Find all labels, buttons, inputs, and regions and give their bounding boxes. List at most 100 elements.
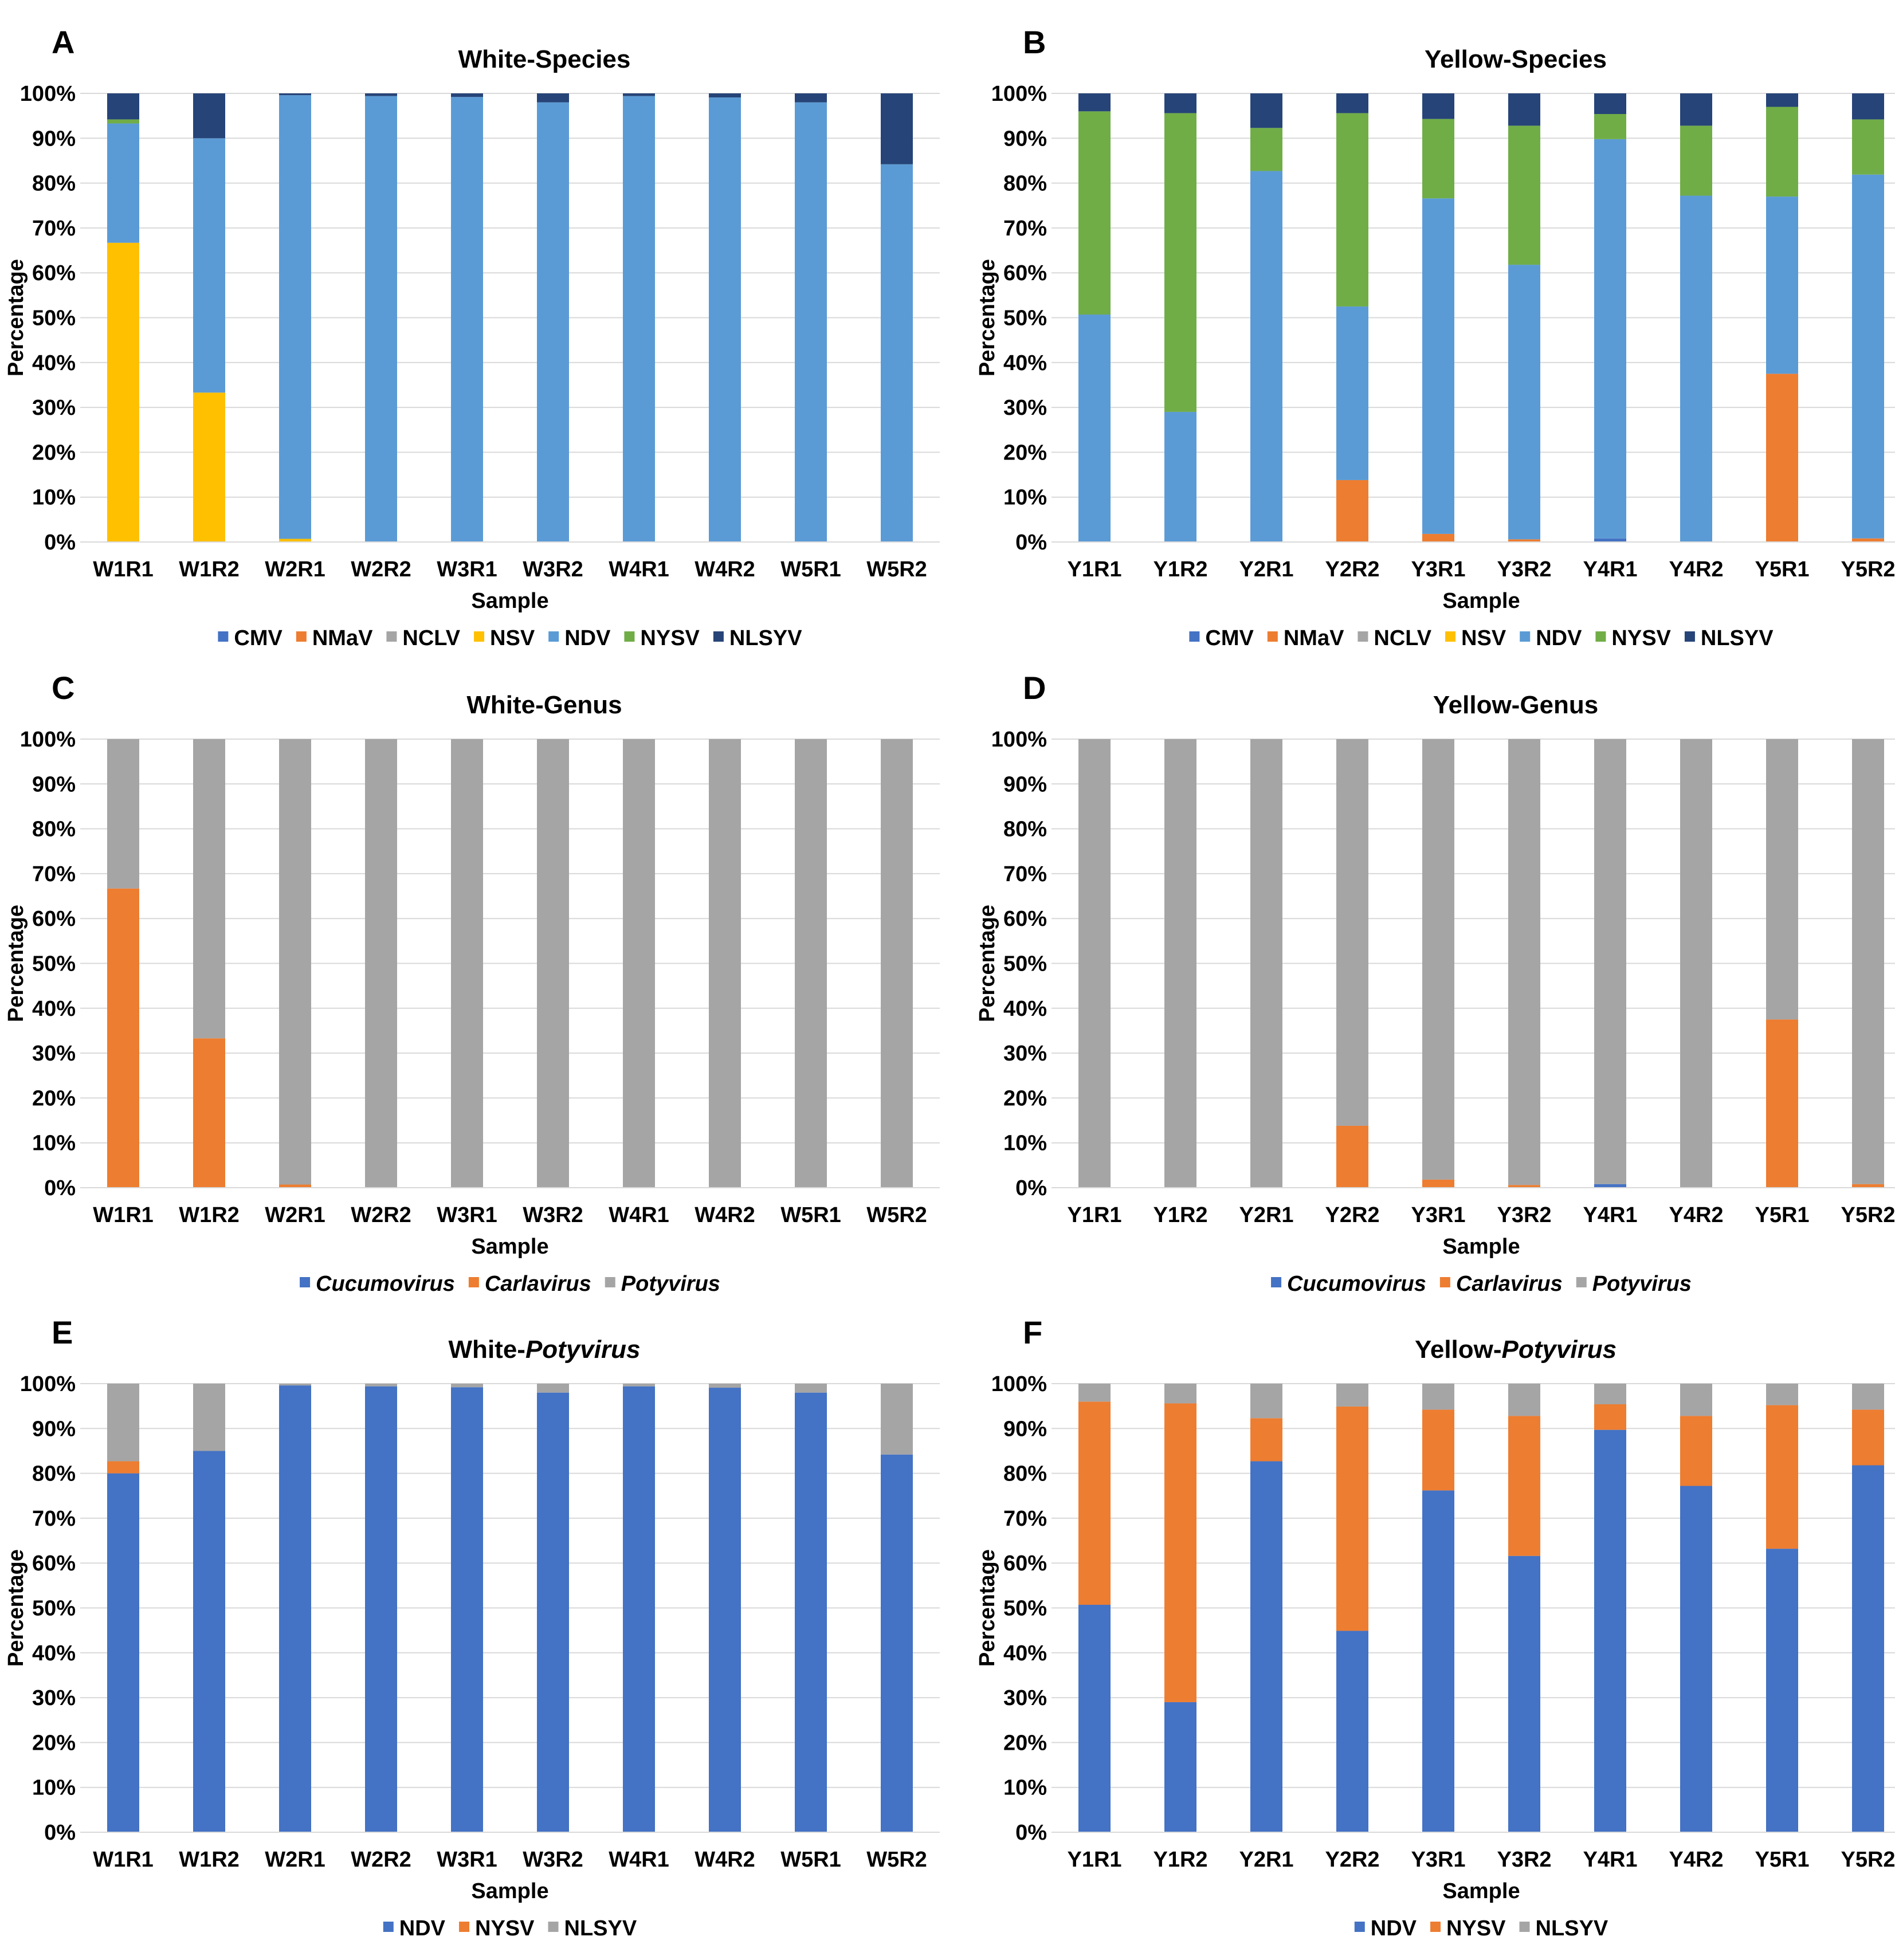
x-tick-label: W5R2 xyxy=(866,557,927,582)
bar-segment-ndv-y1r1 xyxy=(1078,1605,1111,1832)
x-axis-label: Sample xyxy=(471,589,548,613)
bar-segment-nlsyv-w5r1 xyxy=(795,93,827,103)
y-tick-label: 100% xyxy=(20,728,76,752)
x-tick-label: W4R1 xyxy=(609,1848,669,1872)
y-tick-label: 90% xyxy=(1003,1417,1047,1441)
x-axis-label: Sample xyxy=(1442,1235,1520,1259)
y-tick-label: 80% xyxy=(32,818,76,842)
legend-swatch xyxy=(1267,631,1278,642)
y-tick-label: 90% xyxy=(32,772,76,796)
x-tick-label: W3R1 xyxy=(437,1848,497,1872)
y-tick-label: 30% xyxy=(1003,396,1047,420)
legend-label: NLSYV xyxy=(729,626,802,650)
x-tick-label: Y3R1 xyxy=(1411,557,1465,582)
legend-label: Cucumovirus xyxy=(1287,1272,1426,1296)
legend-label: NYSV xyxy=(475,1916,535,1941)
bar-segment-nsv-w1r1 xyxy=(107,242,139,542)
bar-segment-nlsyv-y2r1 xyxy=(1250,1384,1282,1419)
x-tick-label: W2R2 xyxy=(351,1203,411,1227)
legend-label: NCLV xyxy=(402,626,460,650)
x-tick-label: Y3R2 xyxy=(1497,1203,1551,1227)
y-tick-label: 80% xyxy=(1003,172,1047,196)
x-axis-label: Sample xyxy=(1442,589,1520,613)
bar-segment-nlsyv-y1r2 xyxy=(1164,93,1196,113)
bar-segment-ndv-w1r1 xyxy=(107,123,139,243)
panel-letter-d: D xyxy=(1023,670,1046,706)
bar-segment-nlsyv-y1r1 xyxy=(1078,93,1111,112)
legend-swatch xyxy=(1271,1277,1282,1287)
bar-segment-potyvirus-w2r2 xyxy=(365,739,397,1188)
bar-segment-nmav-y5r2 xyxy=(1852,538,1884,542)
bar-segment-nlsyv-w2r1 xyxy=(279,93,311,96)
x-tick-label: W1R2 xyxy=(179,1848,240,1872)
x-tick-label: Y2R2 xyxy=(1325,1203,1379,1227)
legend-item-cucumovirus: Cucumovirus xyxy=(300,1272,455,1296)
y-tick-label: 70% xyxy=(1003,217,1047,241)
legend-swatch xyxy=(1439,1277,1450,1287)
chart-title: White-Potyvirus xyxy=(449,1336,641,1364)
panel-letter-f: F xyxy=(1023,1314,1042,1350)
y-tick-label: 80% xyxy=(32,172,76,196)
legend-label: NDV xyxy=(1371,1916,1417,1941)
x-tick-label: Y2R2 xyxy=(1325,1848,1379,1872)
x-tick-label: W4R1 xyxy=(609,557,669,582)
x-tick-label: W1R1 xyxy=(93,1203,154,1227)
legend-swatch xyxy=(1189,631,1200,642)
x-axis-label: Sample xyxy=(471,1235,548,1259)
y-tick-label: 20% xyxy=(32,1086,76,1110)
bar-segment-potyvirus-w5r1 xyxy=(795,739,827,1188)
bar-segment-nlsyv-y4r2 xyxy=(1680,1384,1712,1416)
y-tick-label: 50% xyxy=(1003,1597,1047,1621)
legend-label: Carlavirus xyxy=(485,1272,591,1296)
y-tick-label: 60% xyxy=(1003,261,1047,285)
bar-segment-nysv-y1r2 xyxy=(1164,113,1196,412)
legend-label: CMV xyxy=(234,626,283,650)
x-tick-label: W5R2 xyxy=(866,1848,927,1872)
x-tick-label: Y2R1 xyxy=(1239,557,1293,582)
legend-swatch xyxy=(459,1922,470,1932)
y-tick-label: 100% xyxy=(991,1372,1047,1396)
bar-segment-ndv-w5r2 xyxy=(881,1454,913,1832)
bar-segment-nlsyv-w3r2 xyxy=(537,1384,569,1393)
x-tick-label: W3R2 xyxy=(523,557,583,582)
bar-segment-nsv-w1r2 xyxy=(193,392,225,542)
bar-segment-potyvirus-w1r2 xyxy=(193,739,225,1039)
bar-segment-ndv-w3r1 xyxy=(451,1387,483,1832)
x-tick-label: Y1R1 xyxy=(1067,1203,1121,1227)
x-tick-label: Y2R1 xyxy=(1239,1203,1293,1227)
bar-segment-nlsyv-w2r1 xyxy=(279,1384,311,1386)
legend-item-ndv: NDV xyxy=(548,626,611,650)
bar-segment-nsv-w2r1 xyxy=(279,539,311,542)
chart-title-part: Yellow- xyxy=(1415,1336,1502,1364)
bar-segment-nlsyv-y4r1 xyxy=(1594,1384,1626,1405)
bar-segment-nlsyv-y2r2 xyxy=(1336,93,1368,113)
x-tick-label: W3R1 xyxy=(437,1203,497,1227)
bar-segment-nlsyv-w4r2 xyxy=(709,93,741,98)
bar-segment-nlsyv-w3r1 xyxy=(451,93,483,97)
y-tick-label: 20% xyxy=(1003,1731,1047,1755)
bar-segment-ndv-y4r2 xyxy=(1680,195,1712,542)
y-tick-label: 20% xyxy=(32,441,76,465)
y-tick-label: 40% xyxy=(32,351,76,375)
x-tick-label: Y5R2 xyxy=(1841,1203,1895,1227)
y-tick-label: 90% xyxy=(32,1417,76,1441)
bar-segment-ndv-w4r1 xyxy=(623,96,655,542)
y-tick-label: 50% xyxy=(1003,307,1047,331)
x-tick-label: W5R2 xyxy=(866,1203,927,1227)
y-tick-label: 0% xyxy=(1015,531,1047,555)
bar-segment-nlsyv-y4r1 xyxy=(1594,93,1626,115)
chart-title: Yellow-Species xyxy=(1425,45,1607,73)
bar-segment-potyvirus-y5r1 xyxy=(1766,739,1798,1020)
legend-swatch xyxy=(624,631,635,642)
legend: NDV NYSV NLSYV xyxy=(383,1916,637,1941)
x-tick-label: Y2R1 xyxy=(1239,1848,1293,1872)
y-tick-label: 70% xyxy=(32,217,76,241)
bar-segment-nlsyv-y2r1 xyxy=(1250,93,1282,128)
legend-label: Potyvirus xyxy=(621,1272,720,1296)
y-tick-label: 90% xyxy=(32,127,76,151)
y-tick-label: 0% xyxy=(44,1821,76,1845)
bar-segment-potyvirus-y1r1 xyxy=(1078,739,1111,1188)
y-tick-label: 100% xyxy=(991,728,1047,752)
x-tick-label: W3R2 xyxy=(523,1848,583,1872)
